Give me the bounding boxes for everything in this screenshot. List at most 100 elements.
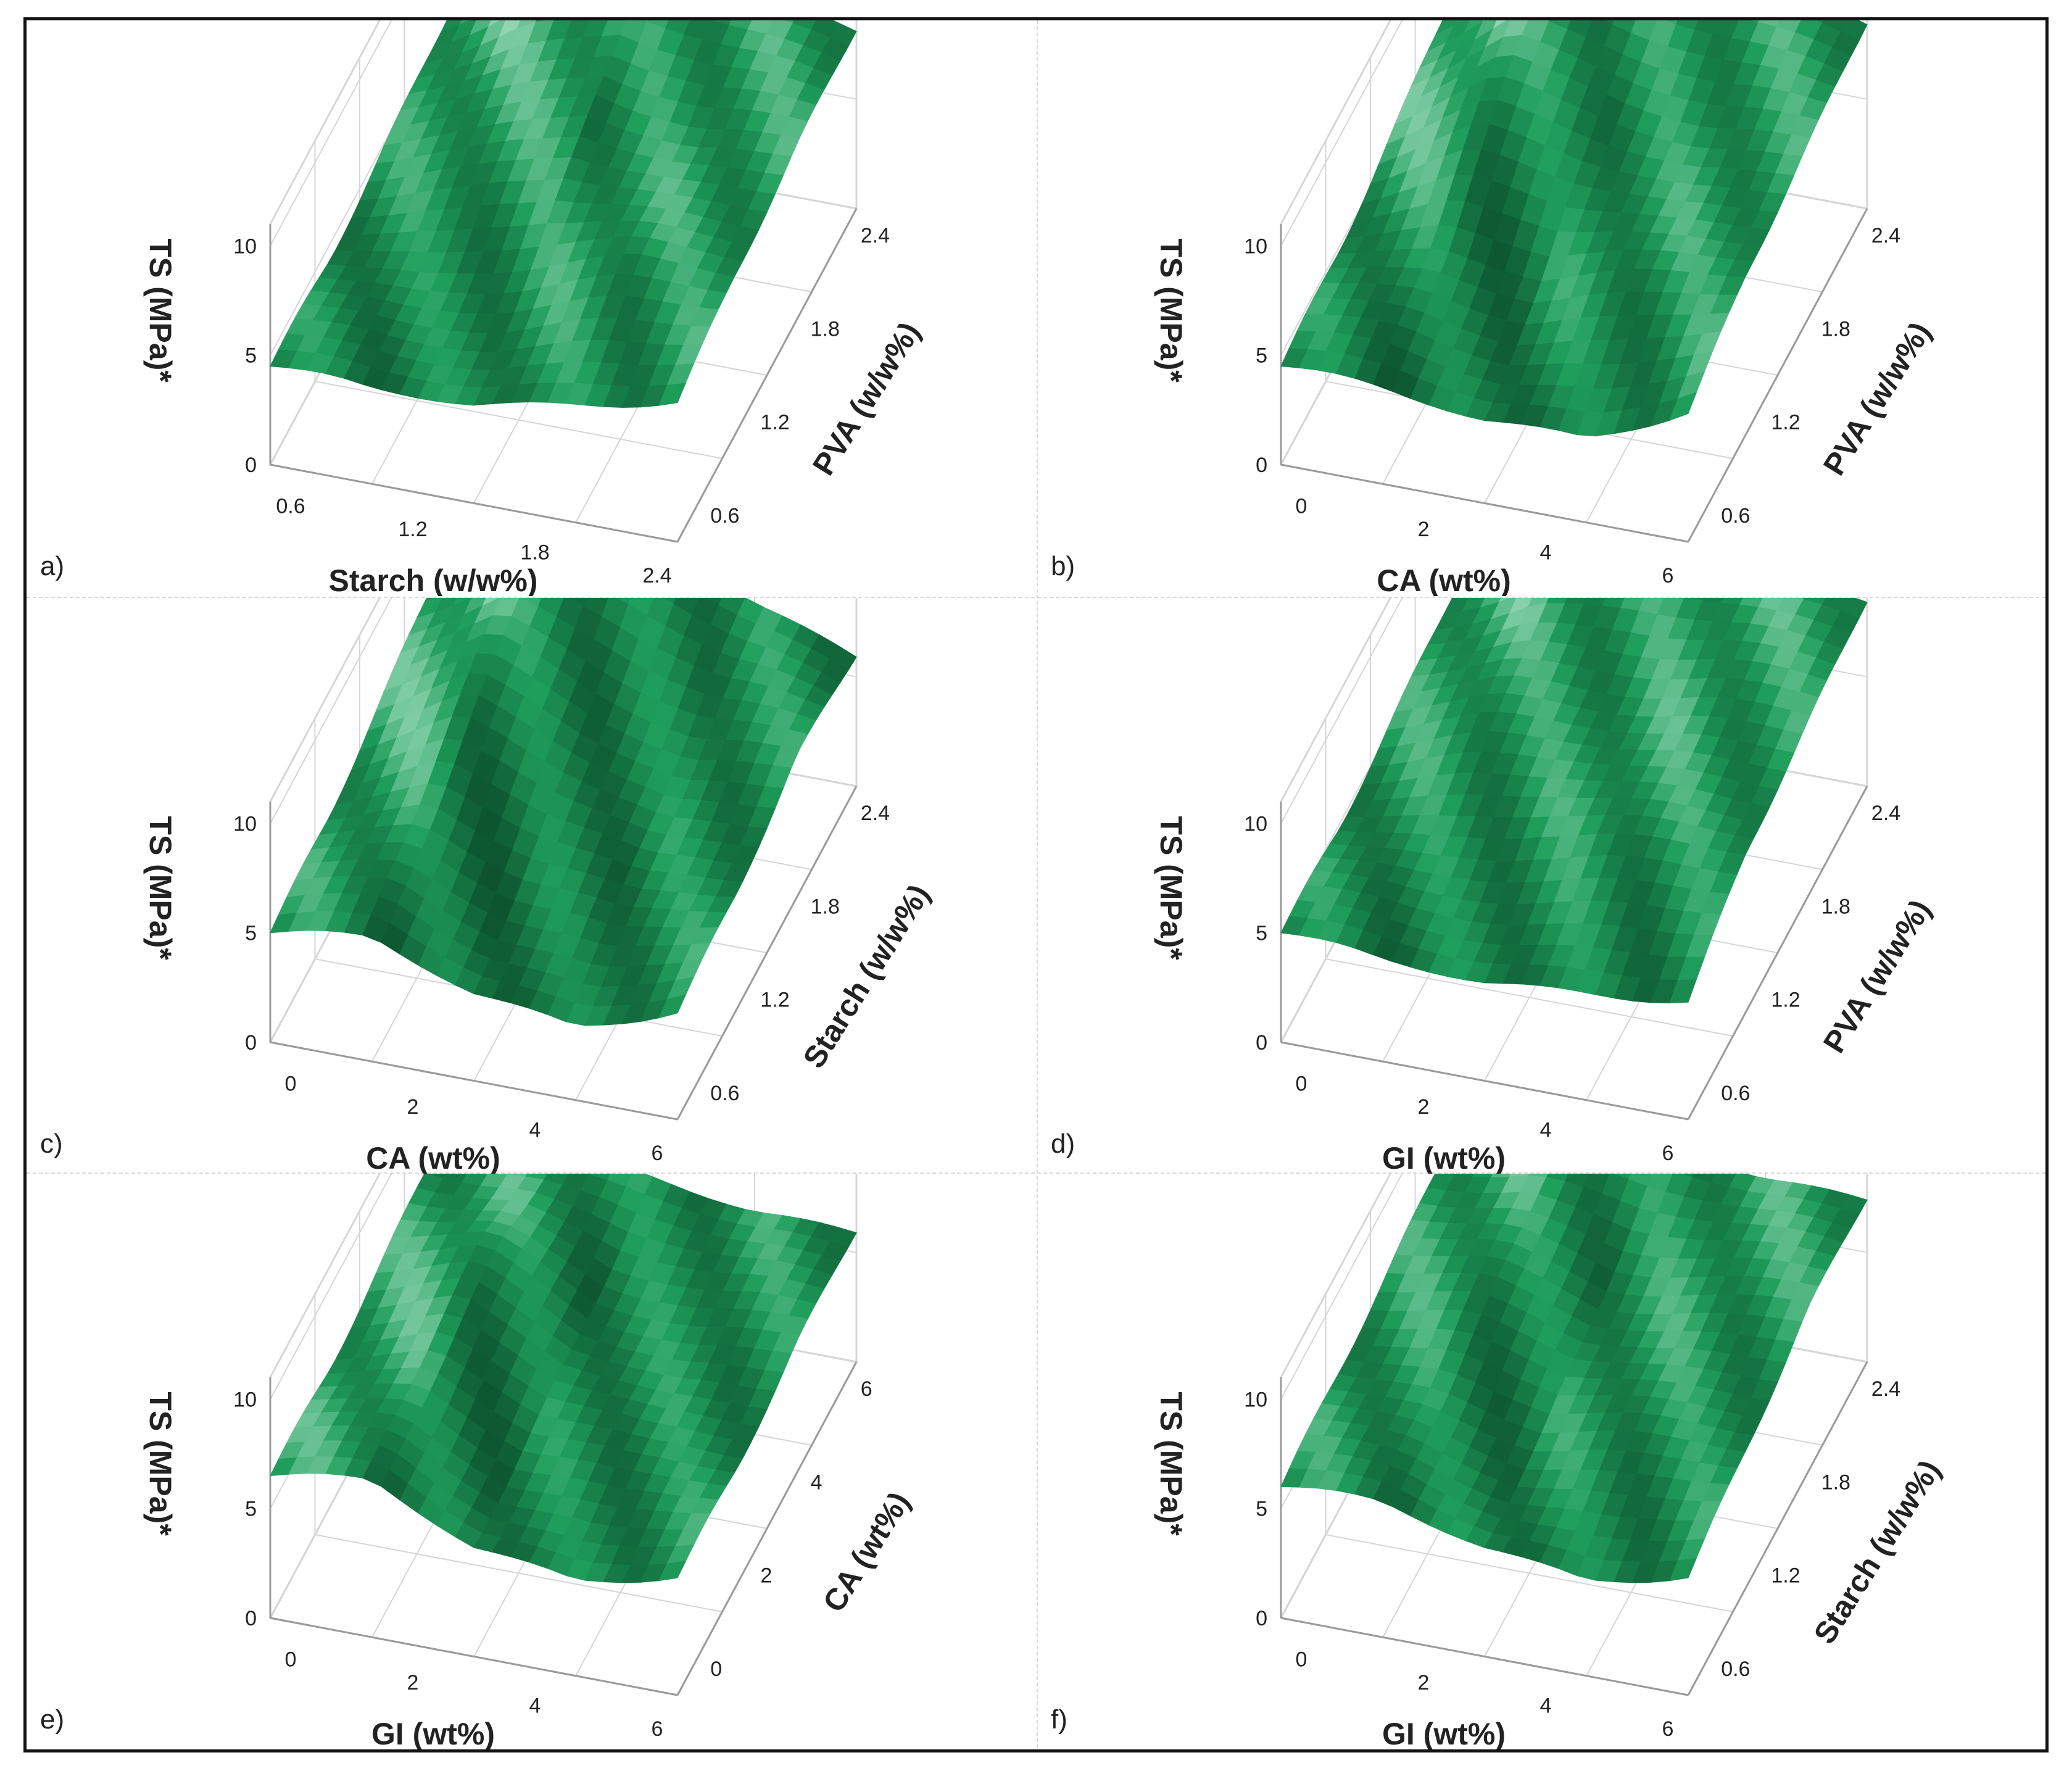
y-tick-label: 0.6: [710, 504, 739, 528]
chart-panel-e: 0 5 10 0 2 4 6 0 2 4 6 TS (MPa)* GI (wt%) CA (wt%) e): [27, 1174, 1036, 1749]
surface-patch: [1669, 1557, 1697, 1582]
z-tick-label: 0: [245, 454, 257, 477]
z-tick-label: 10: [1244, 1388, 1267, 1411]
x-axis-line: [270, 463, 678, 543]
y-tick-label: 2: [760, 1564, 772, 1588]
z-tick-label: 5: [245, 922, 257, 945]
y-tick-label: 2.4: [1871, 1377, 1900, 1401]
y-tick-label: 0.6: [1721, 504, 1750, 528]
y-tick-label: 2.4: [1871, 802, 1900, 825]
x-tick-label: 6: [1662, 1142, 1674, 1165]
y-axis-line: [676, 786, 858, 1120]
z-tick-label: 0: [1256, 1607, 1267, 1630]
x-tick-label: 1.8: [520, 541, 549, 564]
z-tick-label: 5: [1256, 344, 1267, 368]
x-tick-label: 2: [407, 1671, 419, 1694]
x-tick-label: 2: [1418, 1671, 1430, 1694]
panel-label-e: e): [40, 1704, 65, 1735]
x-axis-line: [270, 1041, 678, 1121]
y-axis-title: CA (wt%): [816, 1486, 917, 1618]
z-axis-title: TS (MPa)*: [1154, 238, 1188, 383]
x-tick-label: 1.2: [398, 518, 427, 541]
x-tick-label: 0.6: [276, 494, 305, 518]
z-axis-title: TS (MPa)*: [1154, 816, 1188, 960]
y-tick-label: 1.2: [1771, 989, 1800, 1012]
panel-label-c: c): [40, 1129, 63, 1159]
panel-divider-vertical: [1037, 20, 1038, 1748]
panel-label-a: a): [40, 551, 65, 581]
z-axis-title: TS (MPa)*: [143, 1392, 178, 1536]
y-tick-label: 1.2: [1771, 1564, 1800, 1588]
panel-label-d: d): [1051, 1129, 1075, 1159]
chart-panel-c: 0 5 10 0 2 4 6 0.6 1.2 1.8 2.4 TS (MPa)* CA (wt%) Sta…: [27, 598, 1036, 1174]
x-tick-label: 4: [1540, 541, 1552, 564]
surface-e: [270, 1174, 857, 1583]
y-tick-label: 0.6: [1721, 1082, 1750, 1105]
y-tick-label: 0.6: [1721, 1657, 1750, 1681]
x-axis-title: GI (wt%): [1382, 1717, 1506, 1749]
panel-divider-horizontal: [27, 1172, 2045, 1174]
panel-label-b: b): [1051, 551, 1075, 581]
x-tick-label: 4: [529, 1694, 541, 1717]
x-axis-line: [270, 1617, 678, 1696]
x-tick-label: 2.4: [642, 564, 671, 587]
x-tick-label: 4: [1540, 1118, 1552, 1142]
y-axis-line: [1687, 1361, 1868, 1696]
z-tick-label: 10: [233, 234, 257, 258]
z-tick-label: 0: [245, 1031, 257, 1055]
x-axis-title: CA (wt%): [366, 1141, 500, 1174]
surface-patch: [1451, 598, 1458, 600]
y-tick-label: 2.4: [1871, 224, 1900, 247]
y-tick-label: 1.8: [1821, 895, 1850, 918]
y-tick-label: 1.2: [1771, 411, 1800, 434]
x-tick-label: 4: [1540, 1694, 1552, 1717]
surface-d: [1280, 598, 1868, 1003]
chart-panel-d: 0 5 10 0 2 4 6 0.6 1.2 1.8 2.4 TS (MPa)* GI (wt%) PVA…: [1037, 598, 2047, 1174]
x-axis-title: Starch (w/w%): [329, 563, 538, 596]
surface-patch: [658, 994, 687, 1019]
x-axis-title: GI (wt%): [371, 1717, 495, 1749]
z-grid-line: [270, 598, 392, 824]
surface-c: [270, 598, 857, 1026]
y-tick-label: 2.4: [861, 224, 890, 247]
chart-panel-b: 0 5 10 0 2 4 6 0.6 1.2 1.8 2.4 TS (MPa)* CA (wt%) PVA…: [1037, 20, 2047, 596]
x-tick-label: 6: [652, 1142, 663, 1165]
z-tick-label: 5: [245, 1498, 257, 1521]
y-tick-label: 1.2: [760, 989, 789, 1012]
z-grid-line: [1280, 1174, 1403, 1400]
y-axis-line: [1687, 208, 1868, 542]
surface-a: [270, 20, 857, 408]
z-grid-line: [1280, 20, 1403, 246]
z-tick-label: 0: [1256, 1031, 1267, 1055]
y-axis-line: [676, 1361, 858, 1696]
z-axis-title: TS (MPa)*: [143, 238, 178, 383]
z-grid-line: [270, 1174, 392, 1400]
chart-e-svg: 0 5 10 0 2 4 6 0 2 4 6 TS (MPa)* GI (wt%) CA (wt%): [143, 1174, 917, 1749]
surface-patch: [1669, 979, 1697, 1003]
y-tick-label: 1.8: [1821, 1470, 1850, 1494]
z-tick-label: 5: [245, 344, 257, 368]
surface-b: [1280, 20, 1868, 437]
x-tick-label: 0: [285, 1072, 297, 1095]
z-grid-line: [1280, 598, 1403, 824]
surface-patch: [658, 383, 686, 406]
chart-panel-f: 0 5 10 0 2 4 6 0.6 1.2 1.8 2.4 TS (MPa)* GI (wt%) Sta…: [1037, 1174, 2047, 1749]
x-axis-line: [1280, 1617, 1689, 1696]
z-axis-title: TS (MPa)*: [143, 816, 178, 960]
z-tick-label: 10: [233, 1388, 257, 1411]
z-tick-label: 5: [1256, 1498, 1267, 1521]
y-tick-label: 0: [710, 1657, 722, 1681]
y-axis-line: [1687, 786, 1868, 1120]
surface-patch: [658, 1561, 687, 1582]
x-tick-label: 0: [1296, 1648, 1307, 1671]
x-tick-label: 2: [1418, 518, 1430, 541]
y-axis-line: [676, 208, 858, 542]
x-tick-label: 6: [1662, 1717, 1674, 1741]
panel-label-f: f): [1051, 1704, 1067, 1735]
x-tick-label: 2: [407, 1095, 419, 1119]
chart-panel-a: 0 5 10 0.6 1.2 1.8 2.4 0.6 1.2 1.8 2.4 TS (MPa)* Sta…: [27, 20, 1036, 596]
